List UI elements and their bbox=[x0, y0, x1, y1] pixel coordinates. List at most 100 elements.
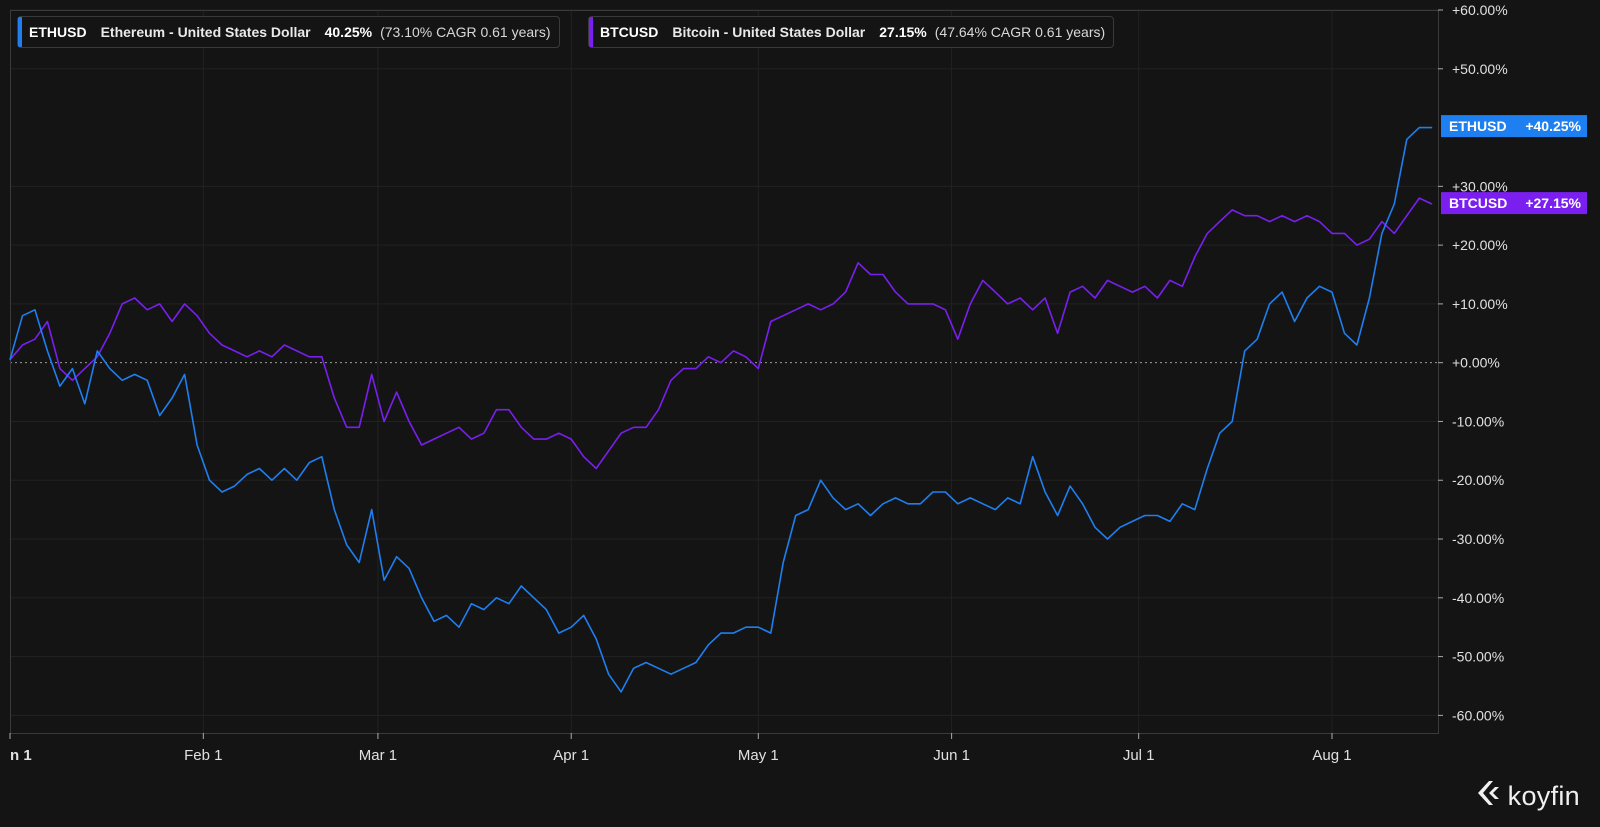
data-point bbox=[1294, 321, 1296, 322]
data-point bbox=[1344, 232, 1345, 234]
data-point bbox=[832, 303, 834, 305]
end-label-value: +40.25% bbox=[1525, 118, 1581, 134]
data-point bbox=[258, 468, 260, 469]
data-point bbox=[520, 426, 522, 428]
data-point bbox=[1418, 197, 1420, 199]
legend-item-ethusd[interactable]: ETHUSD Ethereum - United States Dollar 4… bbox=[17, 16, 560, 48]
data-point bbox=[770, 632, 772, 634]
data-point bbox=[1231, 209, 1233, 211]
y-tick-label: -40.00% bbox=[1452, 590, 1504, 606]
end-label-btcusd: BTCUSD +27.15% bbox=[1441, 192, 1587, 215]
data-point bbox=[171, 397, 173, 399]
data-point bbox=[658, 409, 659, 411]
data-point bbox=[1044, 491, 1046, 493]
data-point bbox=[683, 368, 684, 370]
data-point bbox=[608, 673, 610, 675]
data-point bbox=[757, 626, 759, 628]
x-tick-label: May 1 bbox=[738, 747, 779, 764]
data-point bbox=[608, 450, 610, 452]
data-point bbox=[1244, 215, 1246, 217]
koyfin-wordmark: koyfin bbox=[1507, 781, 1580, 811]
data-point bbox=[1019, 297, 1021, 299]
data-point bbox=[732, 632, 734, 634]
data-point bbox=[296, 350, 298, 352]
data-point bbox=[957, 503, 959, 505]
data-point bbox=[1418, 127, 1420, 129]
data-point bbox=[46, 350, 48, 352]
series-ethusd bbox=[9, 126, 1433, 693]
data-point bbox=[483, 609, 485, 611]
data-point bbox=[96, 350, 98, 352]
data-point bbox=[1281, 291, 1283, 293]
data-point bbox=[209, 479, 210, 481]
data-point bbox=[84, 403, 86, 405]
data-point bbox=[421, 597, 423, 599]
data-point bbox=[1356, 244, 1358, 246]
data-point bbox=[1206, 468, 1208, 469]
data-point bbox=[595, 638, 597, 640]
y-tick-label: -60.00% bbox=[1452, 707, 1504, 723]
data-point bbox=[134, 297, 136, 299]
data-point bbox=[1281, 215, 1283, 217]
data-point bbox=[633, 426, 635, 428]
legend-color-bar bbox=[589, 17, 593, 47]
data-point bbox=[957, 338, 959, 340]
data-point bbox=[9, 359, 11, 361]
data-point bbox=[246, 473, 248, 475]
data-point bbox=[982, 503, 984, 505]
data-point bbox=[46, 321, 48, 322]
data-point bbox=[1331, 291, 1333, 293]
end-label-bg bbox=[1441, 192, 1587, 215]
x-tick-label: Jun 1 bbox=[933, 747, 970, 764]
data-point bbox=[1032, 456, 1034, 458]
data-point bbox=[845, 291, 847, 293]
data-point bbox=[358, 426, 360, 428]
data-point bbox=[59, 368, 61, 370]
data-point bbox=[570, 438, 572, 440]
data-point bbox=[109, 368, 111, 370]
data-point bbox=[59, 385, 61, 387]
data-point bbox=[994, 291, 996, 293]
data-point bbox=[433, 620, 435, 622]
data-point bbox=[907, 303, 909, 305]
end-labels: ETHUSD +40.25% BTCUSD +27.15% bbox=[1441, 115, 1587, 215]
data-point bbox=[745, 356, 747, 358]
data-point bbox=[969, 497, 971, 499]
y-tick-label: +0.00% bbox=[1452, 355, 1500, 371]
legend-cagr: (47.64% CAGR 0.61 years) bbox=[934, 24, 1106, 40]
data-point bbox=[470, 438, 472, 440]
data-point bbox=[1094, 297, 1096, 299]
end-label-value: +27.15% bbox=[1525, 195, 1581, 211]
data-point bbox=[720, 362, 722, 364]
data-point bbox=[882, 274, 884, 275]
data-point bbox=[994, 509, 996, 511]
data-point bbox=[545, 609, 547, 611]
data-point bbox=[184, 303, 186, 305]
data-point bbox=[1156, 297, 1158, 299]
data-point bbox=[1194, 256, 1196, 258]
y-tick-label: +60.00% bbox=[1452, 2, 1508, 18]
data-point bbox=[857, 262, 859, 264]
data-point bbox=[795, 309, 797, 311]
data-point bbox=[919, 303, 921, 305]
data-point bbox=[1406, 215, 1408, 217]
data-point bbox=[1294, 221, 1296, 223]
data-point bbox=[458, 426, 460, 428]
data-point bbox=[932, 491, 934, 493]
data-point bbox=[695, 662, 697, 663]
data-point bbox=[1319, 221, 1320, 223]
data-point bbox=[134, 373, 136, 375]
legend-item-btcusd[interactable]: BTCUSD Bitcoin - United States Dollar 27… bbox=[588, 16, 1115, 48]
grid-layer bbox=[10, 9, 1438, 733]
data-point bbox=[807, 303, 809, 305]
data-point bbox=[121, 303, 123, 305]
data-point bbox=[807, 509, 809, 511]
data-point bbox=[1194, 509, 1196, 511]
data-point bbox=[1356, 344, 1358, 346]
data-point bbox=[121, 379, 123, 381]
data-point bbox=[258, 350, 260, 352]
series-line-ethusd bbox=[9, 126, 1432, 693]
data-point bbox=[1231, 421, 1233, 422]
plot-border bbox=[10, 10, 1439, 734]
data-point bbox=[745, 626, 747, 628]
